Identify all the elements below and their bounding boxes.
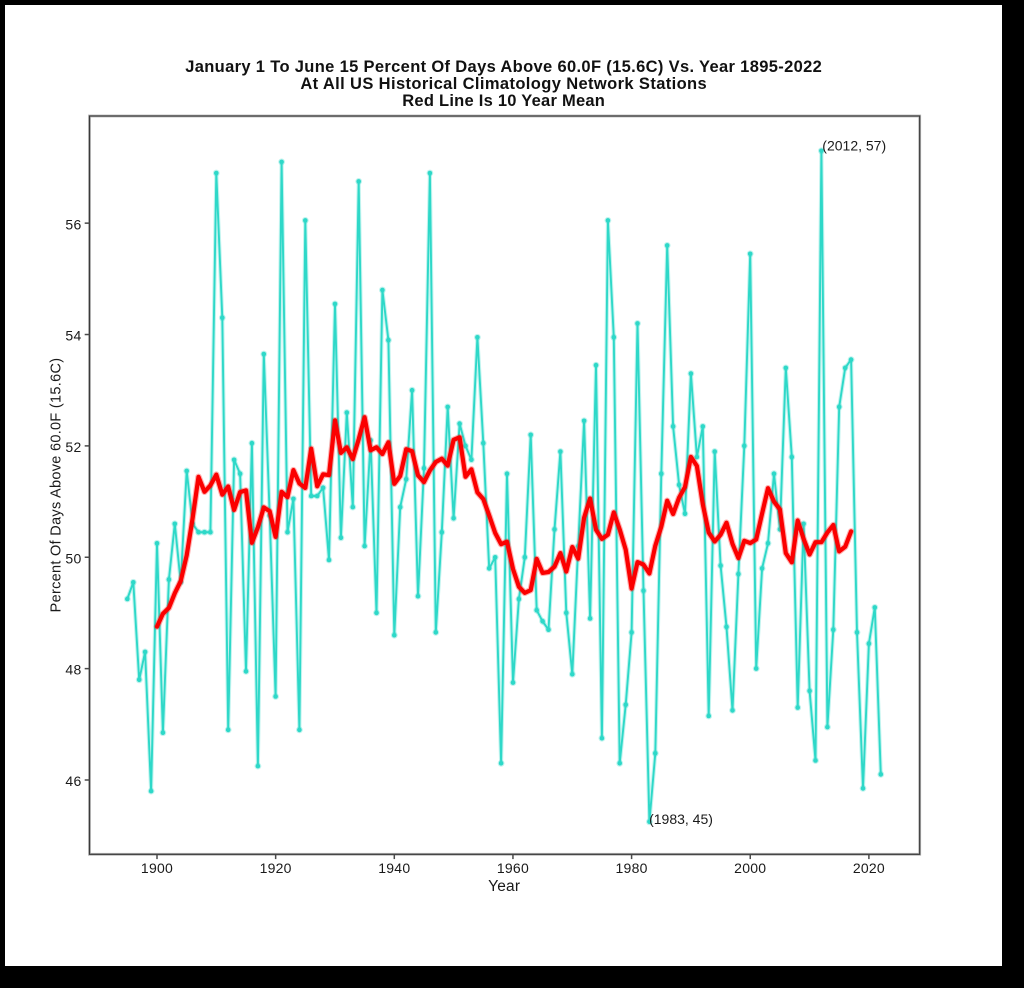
svg-text:54: 54: [65, 328, 81, 344]
svg-text:1920: 1920: [260, 860, 292, 876]
svg-text:48: 48: [65, 662, 81, 678]
svg-text:1900: 1900: [141, 860, 173, 876]
svg-text:1980: 1980: [616, 860, 648, 876]
svg-text:(2012, 57): (2012, 57): [822, 138, 886, 154]
svg-text:56: 56: [65, 216, 81, 232]
svg-text:January 1 To June 15 Percent O: January 1 To June 15 Percent Of Days Abo…: [185, 58, 822, 76]
svg-text:Year: Year: [488, 878, 520, 895]
svg-text:46: 46: [65, 773, 81, 789]
svg-text:2000: 2000: [734, 860, 766, 876]
svg-text:Red Line Is 10 Year Mean: Red Line Is 10 Year Mean: [402, 92, 605, 110]
svg-text:(1983, 45): (1983, 45): [649, 811, 713, 827]
svg-text:50: 50: [65, 550, 81, 566]
svg-text:Percent Of Days Above 60.0F (1: Percent Of Days Above 60.0F (15.6C): [49, 358, 65, 613]
svg-text:52: 52: [65, 439, 81, 455]
svg-text:2020: 2020: [853, 860, 885, 876]
svg-text:At All US Historical Climatolo: At All US Historical Climatology Network…: [300, 75, 707, 93]
svg-text:1940: 1940: [378, 860, 410, 876]
svg-text:1960: 1960: [497, 860, 529, 876]
